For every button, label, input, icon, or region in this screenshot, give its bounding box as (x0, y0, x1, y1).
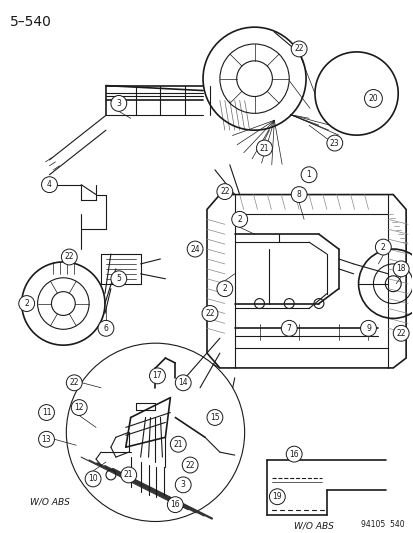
Text: 2: 2 (24, 299, 29, 308)
Text: 15: 15 (210, 413, 219, 422)
Text: 8: 8 (296, 190, 301, 199)
Text: 18: 18 (396, 264, 405, 273)
Circle shape (285, 446, 301, 462)
Text: 3: 3 (180, 480, 185, 489)
Text: 2: 2 (380, 243, 385, 252)
Circle shape (41, 177, 57, 192)
Text: 10: 10 (88, 474, 97, 483)
Circle shape (300, 167, 316, 183)
Circle shape (167, 497, 183, 513)
Text: 3: 3 (116, 99, 121, 108)
Circle shape (149, 368, 165, 384)
Text: 22: 22 (69, 378, 79, 387)
Text: W/O ABS: W/O ABS (294, 522, 333, 531)
Text: 17: 17 (152, 372, 162, 381)
Circle shape (290, 187, 306, 203)
Circle shape (231, 212, 247, 227)
Circle shape (19, 296, 35, 311)
Text: 12: 12 (74, 403, 84, 412)
Circle shape (392, 261, 408, 277)
Text: 22: 22 (294, 44, 303, 53)
Text: 24: 24 (190, 245, 199, 254)
Circle shape (314, 52, 397, 135)
Text: 22: 22 (185, 461, 195, 470)
Text: 5: 5 (116, 274, 121, 283)
Circle shape (121, 467, 136, 483)
Circle shape (175, 477, 191, 493)
Circle shape (187, 241, 202, 257)
Circle shape (290, 41, 306, 57)
Text: 9: 9 (365, 324, 370, 333)
Circle shape (216, 184, 232, 199)
Text: 7: 7 (286, 324, 291, 333)
Circle shape (269, 489, 285, 505)
Circle shape (111, 271, 126, 287)
Circle shape (392, 325, 408, 341)
Text: 4: 4 (47, 180, 52, 189)
Text: 11: 11 (42, 408, 51, 417)
Text: 21: 21 (173, 440, 183, 449)
Circle shape (66, 343, 244, 521)
Text: 21: 21 (259, 143, 268, 152)
Circle shape (326, 135, 342, 151)
Text: 20: 20 (368, 94, 377, 103)
Circle shape (61, 249, 77, 265)
Circle shape (175, 375, 191, 391)
Circle shape (66, 375, 82, 391)
Text: 14: 14 (178, 378, 188, 387)
Text: 5–540: 5–540 (10, 15, 52, 29)
Circle shape (38, 405, 54, 421)
Circle shape (182, 457, 197, 473)
Text: 23: 23 (329, 139, 339, 148)
Text: 22: 22 (220, 187, 229, 196)
Text: 2: 2 (237, 215, 242, 224)
Circle shape (111, 95, 126, 111)
Text: 13: 13 (42, 435, 51, 444)
Circle shape (256, 140, 272, 156)
Text: 16: 16 (170, 500, 180, 509)
Circle shape (38, 431, 54, 447)
Text: W/O ABS: W/O ABS (30, 497, 69, 506)
Circle shape (216, 281, 232, 296)
Text: 22: 22 (64, 253, 74, 262)
Text: 6: 6 (103, 324, 108, 333)
Circle shape (360, 320, 375, 336)
Text: 21: 21 (123, 471, 133, 480)
Circle shape (170, 437, 186, 452)
Text: 2: 2 (222, 284, 227, 293)
Circle shape (98, 320, 114, 336)
Circle shape (280, 320, 297, 336)
Text: 19: 19 (272, 492, 282, 501)
Circle shape (85, 471, 101, 487)
Text: 22: 22 (205, 309, 214, 318)
Circle shape (71, 400, 87, 416)
Circle shape (363, 90, 382, 107)
Text: 1: 1 (306, 170, 311, 179)
Text: 16: 16 (289, 450, 298, 458)
Circle shape (375, 239, 390, 255)
Text: 22: 22 (396, 329, 405, 338)
Circle shape (202, 305, 217, 321)
Text: 94105  540: 94105 540 (360, 520, 403, 529)
Circle shape (206, 409, 222, 425)
